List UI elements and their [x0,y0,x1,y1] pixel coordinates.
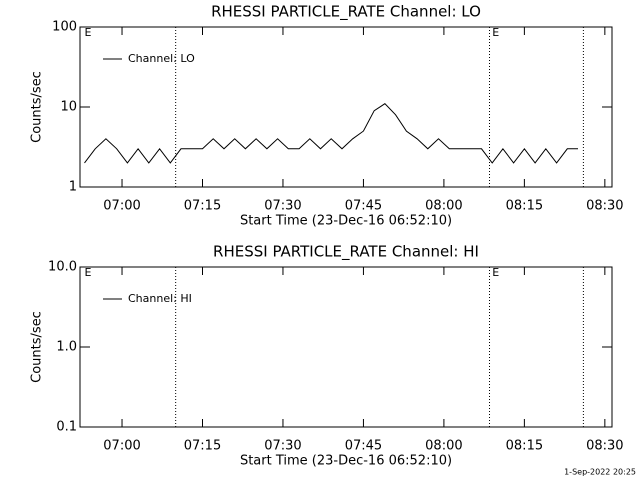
x-tick-label: 07:45 [345,199,382,214]
x-tick-label: 08:00 [425,199,462,214]
x-tick-label: 07:00 [103,199,140,214]
data-line [84,103,578,164]
x-tick-label: 08:30 [586,439,623,454]
y-tick-label: 0.1 [56,420,77,435]
y-tick-label: 10 [60,100,77,115]
annotation: E [492,26,499,39]
legend-label: Channel: HI [128,292,192,305]
annotation: E [84,266,91,279]
y-tick-label: 1.0 [56,340,77,355]
x-tick-label: 07:00 [103,439,140,454]
x-tick-label: 08:00 [425,439,462,454]
x-tick-label: 07:30 [264,439,301,454]
annotation: E [84,26,91,39]
chart-title: RHESSI PARTICLE_RATE Channel: LO [211,3,481,22]
x-tick-label: 07:15 [184,439,221,454]
y-axis-label: Counts/sec [30,71,45,143]
legend-label: Channel: LO [128,52,195,65]
y-tick-label: 10.0 [48,260,77,275]
x-tick-label: 07:45 [345,439,382,454]
x-tick-label: 08:15 [506,199,543,214]
x-tick-label: 07:15 [184,199,221,214]
x-tick-label: 08:30 [586,199,623,214]
x-axis-label: Start Time (23-Dec-16 06:52:10) [240,214,452,229]
footer: 1-Sep-2022 20:25 [564,468,636,477]
y-axis-label: Counts/sec [30,311,45,383]
x-axis-label: Start Time (23-Dec-16 06:52:10) [240,454,452,469]
annotation: E [492,266,499,279]
chart-title: RHESSI PARTICLE_RATE Channel: HI [213,243,479,262]
x-tick-label: 08:15 [506,439,543,454]
y-tick-label: 1 [69,180,77,195]
x-tick-label: 07:30 [264,199,301,214]
y-tick-label: 100 [52,20,77,35]
